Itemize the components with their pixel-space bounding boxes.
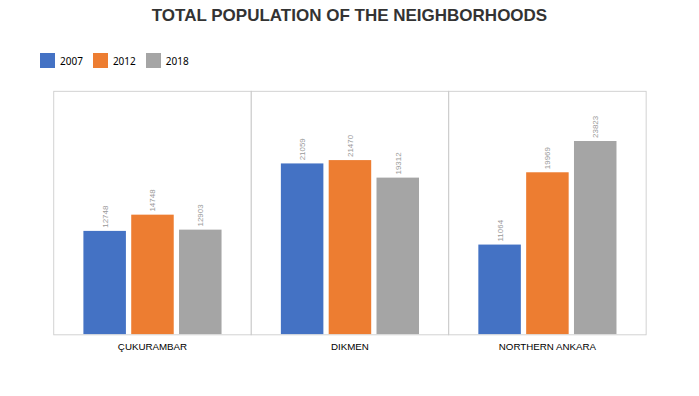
svg-text:19969: 19969 bbox=[543, 146, 552, 169]
svg-text:DIKMEN: DIKMEN bbox=[331, 341, 369, 352]
svg-text:19312: 19312 bbox=[394, 152, 403, 175]
svg-text:11064: 11064 bbox=[496, 219, 505, 241]
svg-text:21059: 21059 bbox=[298, 138, 307, 161]
html-text:2012: 2012 bbox=[112, 53, 136, 68]
html-text:TOTAL POPULATION OF THE NEIGHB: TOTAL POPULATION OF THE NEIGHBORHOODS bbox=[151, 6, 548, 25]
svg-text:21470: 21470 bbox=[346, 134, 355, 157]
html-text:2018: 2018 bbox=[165, 53, 189, 68]
svg-text:12903: 12903 bbox=[196, 204, 205, 227]
svg-text:ÇUKURAMBAR: ÇUKURAMBAR bbox=[118, 341, 187, 352]
svg-text:NORTHERN ANKARA: NORTHERN ANKARA bbox=[499, 341, 597, 352]
svg-text:14748: 14748 bbox=[148, 189, 157, 212]
svg-text:12748: 12748 bbox=[101, 205, 110, 228]
svg-text:23823: 23823 bbox=[591, 115, 600, 138]
html-text:2007: 2007 bbox=[60, 53, 83, 68]
